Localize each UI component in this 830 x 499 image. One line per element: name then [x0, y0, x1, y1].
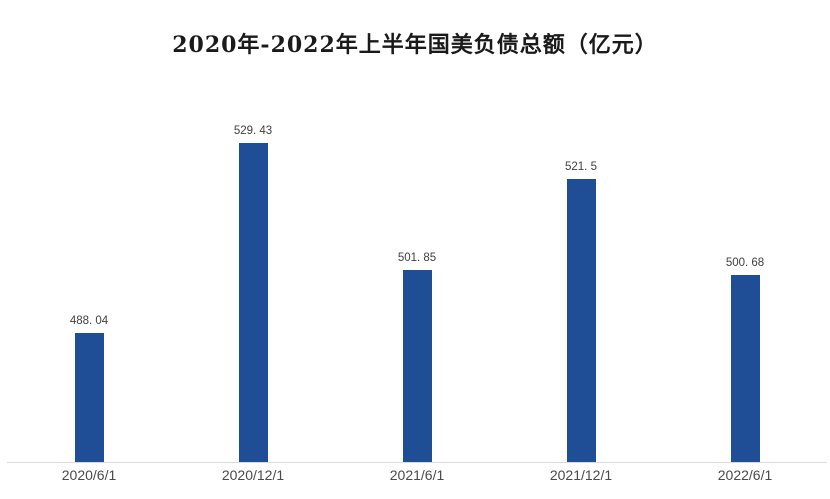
bar-group: 521. 5 — [499, 94, 663, 462]
x-tick-label: 2021/12/1 — [549, 467, 613, 483]
x-tick-label: 2020/6/1 — [61, 467, 117, 483]
plot-area: 488. 04 529. 43 501. 85 521. 5 500. 68 — [7, 94, 827, 462]
bar-value-label: 500. 68 — [725, 256, 765, 269]
bar — [730, 274, 760, 462]
x-axis-tick-labels: 2020/6/1 2020/12/1 2021/6/1 2021/12/1 2022/6… — [7, 467, 827, 483]
x-tick-label: 2020/12/1 — [221, 467, 285, 483]
bar-value-label: 501. 85 — [397, 251, 437, 264]
bar — [402, 269, 432, 462]
bar-group: 500. 68 — [663, 94, 827, 462]
bar-group: 488. 04 — [7, 94, 171, 462]
bar — [566, 179, 596, 462]
chart-title: 2020年-2022年上半年国美负债总额（亿元） — [172, 32, 658, 58]
bar-group: 529. 43 — [171, 94, 335, 462]
x-axis-line — [7, 462, 827, 463]
bar — [74, 333, 104, 462]
bar-value-label: 488. 04 — [69, 315, 109, 327]
x-tick-label: 2021/6/1 — [389, 467, 445, 483]
x-tick-label: 2022/6/1 — [717, 467, 773, 483]
bar-group: 501. 85 — [335, 94, 499, 462]
bar — [238, 142, 268, 462]
bar-value-label: 521. 5 — [565, 161, 597, 174]
bar-value-label: 529. 43 — [233, 124, 273, 137]
